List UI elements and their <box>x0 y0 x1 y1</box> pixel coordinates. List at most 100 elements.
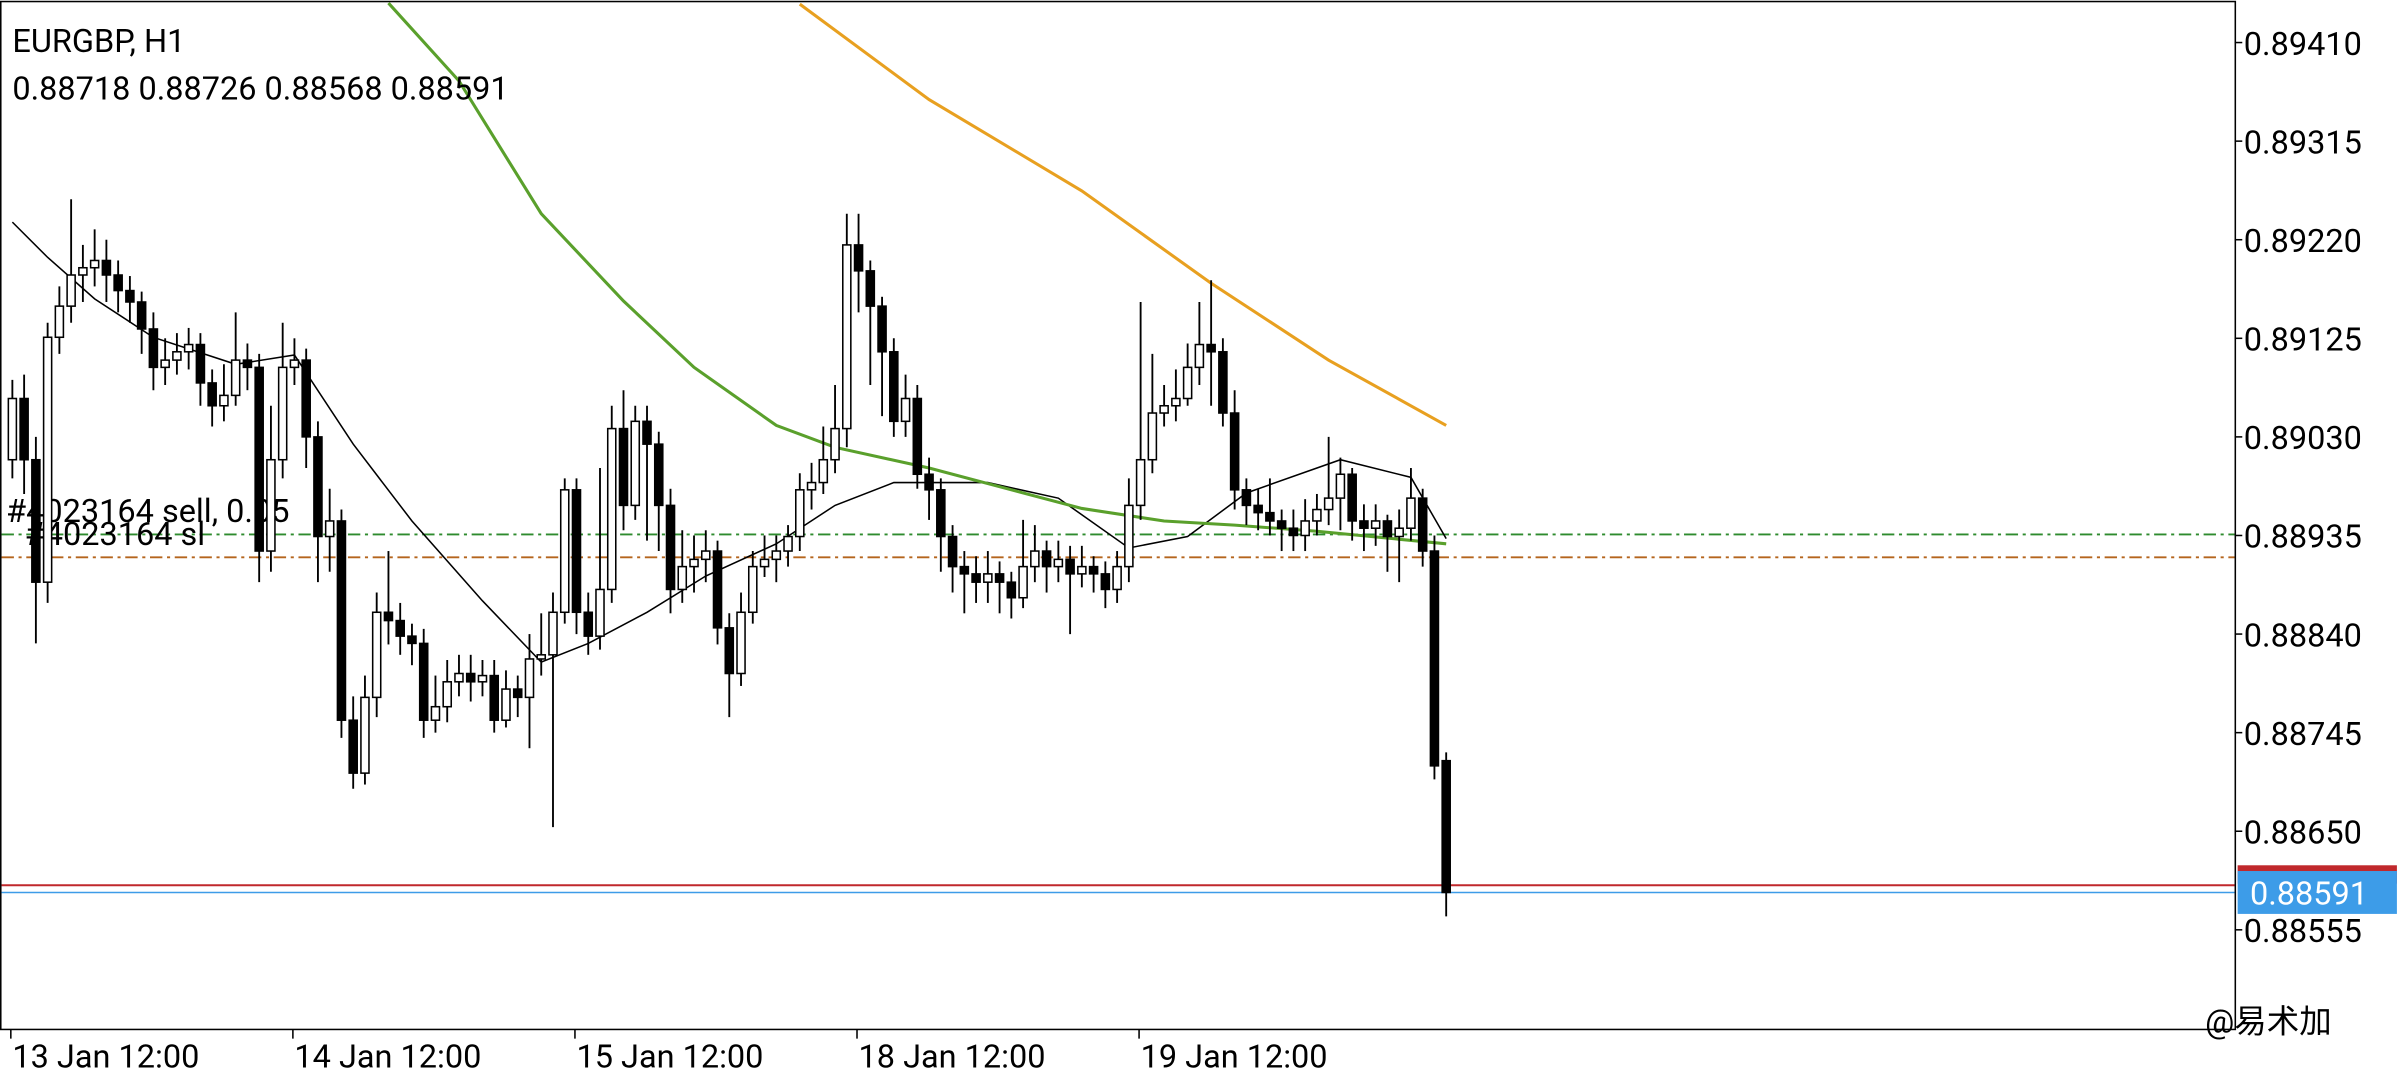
candle-body <box>571 489 582 614</box>
candle-body <box>1124 504 1134 568</box>
candle-body <box>254 366 264 552</box>
candle-body <box>1394 527 1404 538</box>
x-tick-label: 14 Jan 12:00 <box>294 1038 481 1076</box>
candle-body <box>1276 520 1287 529</box>
y-tick-label: 0.89410 <box>2244 25 2362 63</box>
candle-body <box>724 627 735 675</box>
candle-body <box>1335 473 1346 499</box>
candle-body <box>842 244 852 430</box>
candle-body <box>277 366 288 461</box>
y-tick-label: 0.88555 <box>2244 912 2362 950</box>
candle-body <box>689 558 699 568</box>
candle-body <box>1194 343 1205 369</box>
candle-body <box>489 674 500 721</box>
candle-body <box>1100 573 1111 591</box>
ohlc-close: 0.88591 <box>391 70 509 108</box>
candle-body <box>19 397 29 461</box>
candle-body <box>1382 520 1393 538</box>
candle-body <box>806 481 817 491</box>
plot-area: #4023164 sell, 0.05#4023164 sl <box>1 2 2235 917</box>
candle-body <box>1065 558 1075 575</box>
candle-body <box>912 397 923 476</box>
candle-body <box>865 270 876 307</box>
candle-body <box>1018 565 1028 599</box>
candle-body <box>853 244 864 272</box>
candle-body <box>324 520 335 538</box>
candle-body <box>1135 458 1146 507</box>
candle-body <box>1253 504 1263 514</box>
candle-body <box>42 336 53 583</box>
candle-body <box>1041 550 1052 568</box>
candle-body <box>889 351 899 423</box>
candle-body <box>1171 397 1181 407</box>
candle-body <box>395 619 406 637</box>
y-tick-label: 0.88650 <box>2244 814 2362 852</box>
candle-body <box>407 635 417 645</box>
candle-body <box>947 535 958 568</box>
candle-body <box>418 642 429 721</box>
candle-body <box>1053 558 1064 568</box>
order-label: #4023164 sl <box>25 515 205 553</box>
candle-body <box>348 719 358 774</box>
y-tick-label: 0.88935 <box>2244 518 2362 556</box>
watermark: @易术加 <box>2205 1003 2332 1041</box>
candle-body <box>230 359 241 397</box>
candle-body <box>66 274 76 307</box>
candle-body <box>877 305 887 353</box>
candle-body <box>994 573 1005 583</box>
candle-body <box>512 688 523 699</box>
candle-body <box>1182 366 1193 400</box>
candle-body <box>630 420 641 507</box>
y-tick-label: 0.89030 <box>2244 419 2362 457</box>
candle-body <box>1441 759 1451 894</box>
candle-body <box>1006 581 1017 599</box>
candle-body <box>618 427 629 507</box>
candle-body <box>606 427 617 591</box>
candle-body <box>677 565 688 591</box>
moving-average <box>387 2 1447 546</box>
candle-body <box>89 259 100 269</box>
bid-marker <box>2237 871 2397 914</box>
candle-body <box>548 611 558 656</box>
ohlc-high: 0.88726 <box>138 70 256 108</box>
candle-body <box>1088 565 1099 575</box>
y-tick-label: 0.89220 <box>2244 222 2362 260</box>
candle-body <box>900 397 911 423</box>
candle-body <box>101 259 112 276</box>
candle-body <box>31 458 41 583</box>
candle-body <box>1112 565 1122 591</box>
ohlc-readout: 0.88718 0.88726 0.88568 0.88591 <box>12 70 508 108</box>
candle-body <box>1323 497 1334 511</box>
candle-body <box>360 696 370 774</box>
candle-body <box>712 550 723 629</box>
x-tick-label: 18 Jan 12:00 <box>859 1038 1046 1076</box>
candle-body <box>559 489 570 614</box>
bid-label: 0.88591 <box>2250 875 2368 913</box>
candle-body <box>653 443 664 507</box>
candle-body <box>936 489 946 538</box>
candle-body <box>301 359 311 438</box>
y-tick-label: 0.88840 <box>2244 616 2362 654</box>
candle-body <box>736 611 746 675</box>
candle-body <box>1147 412 1158 461</box>
candle-body <box>983 573 993 583</box>
candle-body <box>794 489 805 538</box>
candle-body <box>454 672 464 683</box>
candle-body <box>665 504 676 591</box>
candle-body <box>1030 550 1040 568</box>
candle-body <box>1241 489 1252 507</box>
candle-body <box>1417 497 1428 552</box>
candle-body <box>383 611 394 622</box>
candle-body <box>1370 520 1381 529</box>
candle-body <box>924 473 934 491</box>
y-tick-label: 0.89125 <box>2244 321 2362 359</box>
candle-body <box>54 305 65 339</box>
candle-body <box>313 436 323 538</box>
candle-body <box>242 359 253 369</box>
y-tick-label: 0.88745 <box>2244 715 2362 753</box>
candle-body <box>148 328 159 369</box>
candle-body <box>465 672 476 683</box>
candle-body <box>136 301 147 330</box>
candle-body <box>1429 550 1440 767</box>
